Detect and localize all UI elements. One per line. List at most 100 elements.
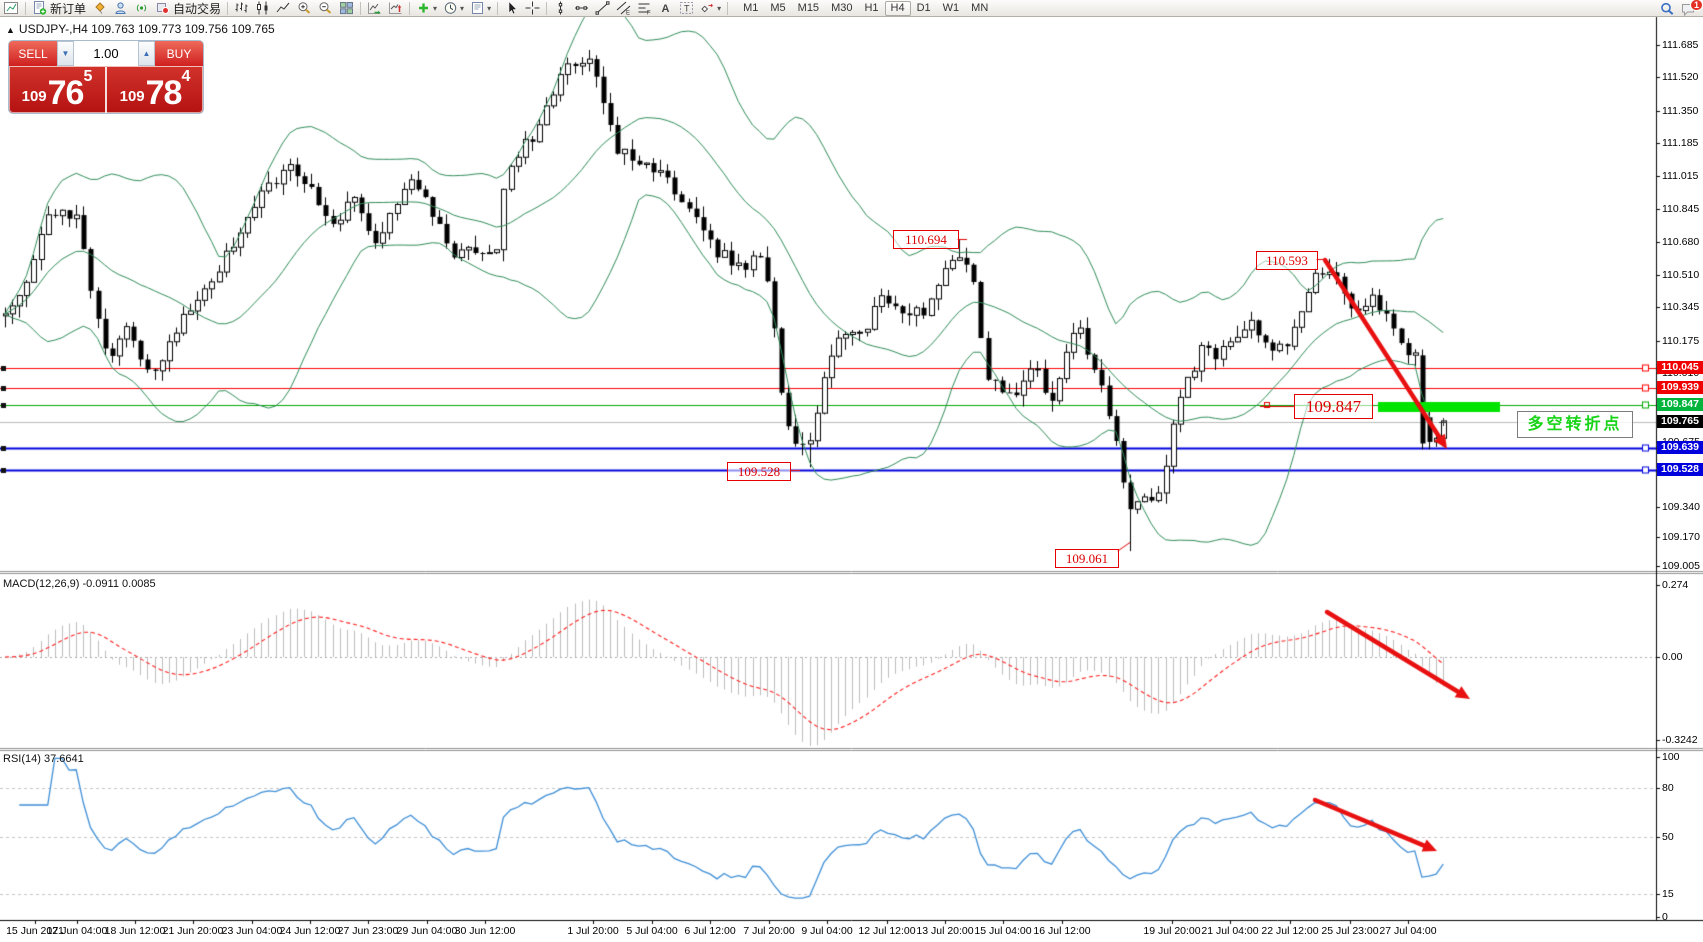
- price-level-badge: 109.939: [1657, 381, 1703, 394]
- price-divider: [105, 67, 107, 113]
- styler-icon[interactable]: [89, 0, 110, 16]
- templates-icon-icon: [470, 1, 485, 15]
- notification-count-badge: 1: [1689, 0, 1703, 11]
- dropdown-arrow-icon[interactable]: ▾: [460, 3, 465, 13]
- autotrading-button[interactable]: 自动交易: [152, 0, 224, 16]
- notifications-icon[interactable]: 1: [1678, 0, 1703, 17]
- fibonacci-icon[interactable]: F: [634, 0, 655, 16]
- crosshair-icon[interactable]: [522, 0, 543, 16]
- candlestick-chart-icon[interactable]: [252, 0, 273, 16]
- vertical-line-icon[interactable]: [550, 0, 571, 16]
- volume-input[interactable]: 1.00: [74, 41, 138, 66]
- collapse-triangle-icon[interactable]: ▲: [6, 25, 15, 35]
- channel-icon[interactable]: E: [613, 0, 634, 16]
- one-click-trading-panel: SELL ▼ 1.00 ▲ BUY 109 76 5 109 78 4: [8, 40, 204, 114]
- buy-price-big: 78: [145, 74, 183, 112]
- svg-text:A: A: [662, 3, 670, 15]
- price-annotation-label[interactable]: 109.528: [727, 462, 791, 481]
- styler-icon-icon: [92, 1, 107, 15]
- toolbar-separator: [409, 1, 411, 15]
- price-level-badge: 109.528: [1657, 463, 1703, 476]
- price-scale-label: 111.520: [1662, 71, 1699, 83]
- timeframe-h1-button[interactable]: H1: [864, 1, 879, 14]
- price-level-badge: 110.045: [1657, 361, 1703, 374]
- text-icon-icon: A: [658, 1, 673, 15]
- line-chart-icon[interactable]: [273, 0, 294, 16]
- svg-text:F: F: [647, 11, 651, 16]
- time-axis-label: 25 Jul 23:00: [1321, 925, 1379, 937]
- auto-scroll-icon[interactable]: [364, 0, 385, 16]
- candlestick-chart-icon-icon: [255, 1, 270, 15]
- time-axis-label: 17 Jun 04:00: [46, 925, 108, 937]
- rsi-scale-label: 50: [1662, 831, 1674, 843]
- text-label-icon[interactable]: T: [676, 0, 697, 16]
- dropdown-arrow-icon[interactable]: ▾: [717, 3, 722, 13]
- time-axis-label: 15 Jul 04:00: [974, 925, 1032, 937]
- timeframe-m1-button[interactable]: M1: [743, 1, 759, 14]
- price-annotation-label[interactable]: 110.694: [893, 230, 959, 249]
- toolbar-separator: [25, 1, 26, 15]
- horizontal-line-icon[interactable]: [571, 0, 592, 16]
- sell-button[interactable]: SELL: [9, 41, 57, 66]
- zoom-in-icon[interactable]: [294, 0, 315, 16]
- timeframe-d1-button[interactable]: D1: [916, 1, 931, 14]
- buy-button[interactable]: BUY: [155, 41, 203, 66]
- new-order-button[interactable]: 新订单: [29, 0, 89, 16]
- shapes-icon[interactable]: ▾: [697, 0, 724, 16]
- timeframe-m5-button[interactable]: M5: [770, 1, 786, 14]
- dropdown-arrow-icon[interactable]: ▾: [433, 3, 438, 13]
- chart-shift-icon[interactable]: [385, 0, 406, 16]
- price-scale-label: 111.685: [1662, 39, 1699, 51]
- rsi-label: RSI(14) 37.6641: [3, 753, 84, 765]
- support-icon[interactable]: [110, 0, 131, 16]
- timeframe-m30-button[interactable]: M30: [831, 1, 853, 14]
- timeframe-h4-button[interactable]: H4: [884, 0, 911, 16]
- autotrading-icon: [155, 1, 170, 15]
- volume-increase-button[interactable]: ▲: [138, 41, 155, 66]
- tile-windows-icon[interactable]: [336, 0, 357, 16]
- toolbar-separator: [497, 1, 499, 15]
- main-toolbar: 新订单 自动交易 ▾ ▾ ▾ E F A T ▾ M1 M5 M15 M30 H1 H4 D1 W1 MN 1: [0, 0, 1703, 17]
- price-annotation-label[interactable]: 109.847: [1294, 394, 1373, 419]
- open-chart-icon[interactable]: [1, 0, 22, 16]
- rsi-scale-label: 80: [1662, 782, 1674, 794]
- periods-icon[interactable]: ▾: [440, 0, 467, 16]
- indicators-icon-icon: [416, 1, 431, 15]
- search-icon[interactable]: [1657, 1, 1678, 17]
- signals-icon[interactable]: [131, 0, 152, 16]
- timeframe-mn-button[interactable]: MN: [971, 1, 989, 14]
- text-icon[interactable]: A: [655, 0, 676, 16]
- bar-chart-icon[interactable]: [231, 0, 252, 16]
- cursor-icon[interactable]: [501, 0, 522, 16]
- toolbar-separator: [727, 1, 729, 15]
- time-axis-label: 24 Jun 12:00: [279, 925, 341, 937]
- templates-icon[interactable]: ▾: [467, 0, 494, 16]
- time-axis-label: 27 Jun 23:00: [337, 925, 399, 937]
- crosshair-icon-icon: [525, 1, 540, 15]
- price-scale-label: 111.015: [1662, 170, 1699, 182]
- time-axis-label: 21 Jun 20:00: [162, 925, 224, 937]
- price-annotation-label[interactable]: 109.061: [1055, 549, 1119, 568]
- sell-price[interactable]: 109 76 5: [9, 67, 105, 113]
- rsi-scale-label: 100: [1662, 751, 1680, 763]
- time-axis-label: 16 Jul 12:00: [1033, 925, 1091, 937]
- indicators-icon[interactable]: ▾: [413, 0, 440, 16]
- text-label-icon-icon: T: [679, 1, 694, 15]
- time-axis-label: 30 Jun 12:00: [454, 925, 516, 937]
- timeframe-w1-button[interactable]: W1: [942, 1, 960, 14]
- price-scale-label: 110.345: [1662, 301, 1700, 313]
- timeframe-m15-button[interactable]: M15: [797, 1, 820, 14]
- time-axis-label: 22 Jul 12:00: [1261, 925, 1319, 937]
- dropdown-arrow-icon[interactable]: ▾: [487, 3, 492, 13]
- line-chart-icon-icon: [276, 1, 291, 15]
- buy-price[interactable]: 109 78 4: [107, 67, 203, 113]
- price-annotation-label[interactable]: 110.593: [1256, 251, 1318, 270]
- turning-point-annotation[interactable]: 多空转折点: [1517, 411, 1633, 438]
- zoom-out-icon[interactable]: [315, 0, 336, 16]
- svg-text:T: T: [684, 4, 690, 14]
- trendline-icon[interactable]: [592, 0, 613, 16]
- volume-decrease-button[interactable]: ▼: [57, 41, 74, 66]
- channel-icon-icon: E: [616, 1, 631, 15]
- time-axis-label: 23 Jun 04:00: [221, 925, 283, 937]
